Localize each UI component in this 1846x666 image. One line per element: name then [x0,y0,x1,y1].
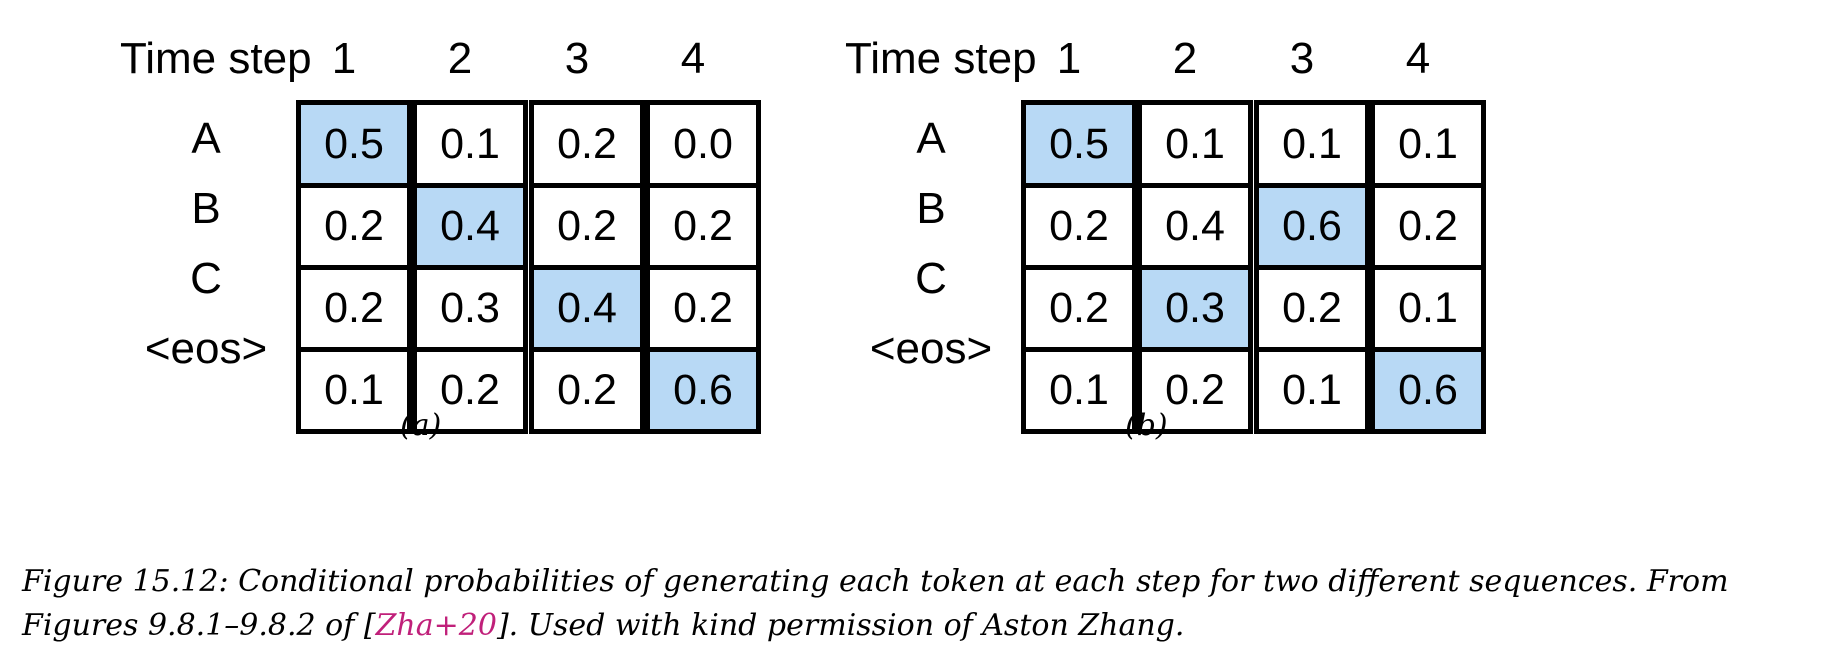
prob-cell: 0.2 [1142,347,1248,429]
prob-cell: 0.2 [301,183,407,265]
caption-text: ]. Used with kind permission of Aston Zh… [496,608,1185,643]
token-label: A [191,114,221,163]
prob-cell: 0.2 [301,265,407,347]
token-label: A [916,114,946,163]
prob-cell: 0.1 [301,347,407,429]
prob-cell: 0.1 [1398,119,1458,168]
step-label: 1 [331,34,357,83]
step-label: 2 [447,34,473,83]
token-label: C [915,254,947,303]
prob-cell: 0.6 [650,347,756,429]
prob-cell: 0.1 [1259,347,1365,429]
prob-cell: 0.3 [417,265,523,347]
prob-cell: 0.2 [1026,183,1132,265]
prob-cell: 0.1 [1375,265,1481,347]
step-label: 3 [564,34,590,83]
prob-cell: 0.2 [534,347,640,429]
prob-cell: 0.4 [417,183,523,265]
prob-cell: 0.2 [534,183,640,265]
caption-text: Figures 9.8.1–9.8.2 of [ [22,608,376,643]
prob-column: 0.2 0.2 0.4 0.2 [529,100,645,434]
prob-cell: 0.5 [1026,105,1132,183]
prob-cell: 0.6 [1375,347,1481,429]
prob-cell: 0.0 [673,119,733,168]
time-step-header: Time step [845,34,1037,83]
step-label: 4 [680,34,706,83]
prob-column: 0.1 0.2 0.1 0.6 [1370,100,1486,434]
prob-cell: 0.2 [1026,265,1132,347]
prob-cell: 0.2 [650,183,756,265]
caption-line-2: Figures 9.8.1–9.8.2 of [Zha+20]. Used wi… [22,604,1832,648]
panel-b: Time step 1 2 3 4 A B C <eos> 0.5 0.2 0.… [835,30,1595,510]
caption-line-1: Figure 15.12: Conditional probabilities … [22,564,1729,599]
step-label: 1 [1056,34,1082,83]
prob-column: 0.5 0.2 0.2 0.1 [1021,100,1137,434]
prob-cell: 0.4 [1142,183,1248,265]
subfigure-label: (b) [1125,408,1168,443]
prob-cell: 0.3 [1142,265,1248,347]
token-label: C [190,254,222,303]
prob-cell: 0.2 [417,347,523,429]
prob-cell: 0.2 [557,119,617,168]
figure-caption: Figure 15.12: Conditional probabilities … [22,560,1832,648]
prob-column: 0.1 0.4 0.3 0.2 [412,100,528,434]
prob-column: 0.0 0.2 0.2 0.6 [645,100,761,434]
time-step-header: Time step [120,34,312,83]
token-label: <eos> [869,324,993,373]
prob-cell: 0.6 [1259,183,1365,265]
token-label: B [191,184,221,233]
prob-cell: 0.1 [1282,119,1342,168]
panel-a: Time step 1 2 3 4 A B C <eos> 0.5 0.2 0.… [110,30,870,510]
prob-cell: 0.2 [1259,265,1365,347]
step-label: 4 [1405,34,1431,83]
prob-cell: 0.5 [301,105,407,183]
step-label: 2 [1172,34,1198,83]
prob-column: 0.1 0.4 0.3 0.2 [1137,100,1253,434]
prob-cell: 0.1 [1026,347,1132,429]
prob-cell: 0.2 [650,265,756,347]
prob-cell: 0.1 [1165,119,1225,168]
prob-column: 0.1 0.6 0.2 0.1 [1254,100,1370,434]
prob-cell: 0.2 [1375,183,1481,265]
citation-link[interactable]: Zha+20 [375,608,497,643]
prob-cell: 0.4 [534,265,640,347]
subfigure-label: (a) [400,408,442,443]
prob-column: 0.5 0.2 0.2 0.1 [296,100,412,434]
token-label: B [916,184,946,233]
prob-cell: 0.1 [440,119,500,168]
token-label: <eos> [144,324,268,373]
step-label: 3 [1289,34,1315,83]
